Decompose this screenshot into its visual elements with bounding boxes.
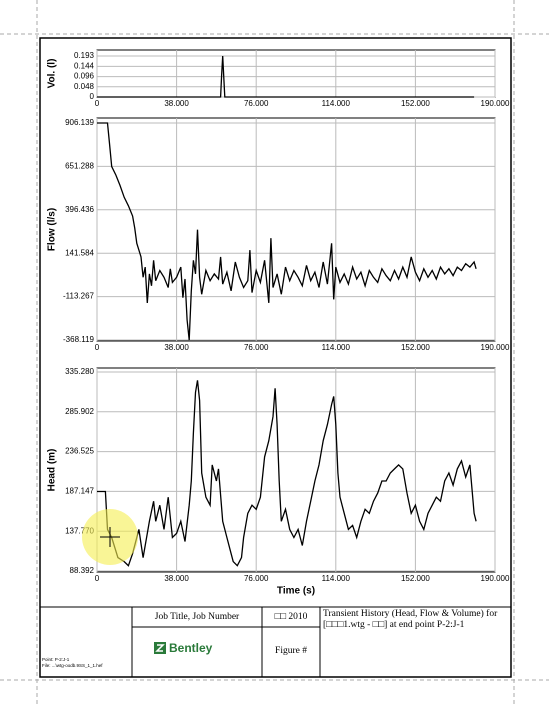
x-tick-label: 38.000 <box>164 574 189 583</box>
x-tick-label: 152.000 <box>401 343 430 352</box>
x-tick-label: 152.000 <box>401 99 430 108</box>
x-tick-label: 76.000 <box>244 343 269 352</box>
y-axis-label: Flow (l/s) <box>47 208 58 251</box>
logo-text: Bentley <box>169 641 213 655</box>
y-tick-label: 0 <box>90 92 95 101</box>
y-tick-label: -113.267 <box>63 292 95 301</box>
y-tick-label: 906.139 <box>65 118 94 127</box>
x-tick-label: 114.000 <box>322 99 351 108</box>
x-axis-label: Time (s) <box>277 586 315 597</box>
data-line <box>97 122 477 341</box>
x-tick-label: 114.000 <box>322 574 351 583</box>
x-tick-label: 114.000 <box>322 343 351 352</box>
x-tick-label: 0 <box>95 574 100 583</box>
y-tick-label: 335.280 <box>65 367 94 376</box>
logo: Bentley <box>154 641 213 655</box>
y-axis-label: Vol. (l) <box>47 59 58 89</box>
y-tick-label: 0.144 <box>74 62 95 71</box>
y-tick-label: 187.147 <box>65 487 94 496</box>
file-label: File: ...\wtg-oodb.9SS_1_1.hef <box>42 663 103 668</box>
title-block <box>40 606 511 677</box>
data-line <box>97 380 477 567</box>
y-tick-label: 0.193 <box>74 51 95 60</box>
x-tick-label: 76.000 <box>244 99 269 108</box>
y-tick-label: 236.525 <box>65 447 94 456</box>
x-tick-label: 76.000 <box>244 574 269 583</box>
description-box: Transient History (Head, Flow & Volume) … <box>323 609 498 630</box>
x-tick-label: 190.000 <box>481 574 510 583</box>
y-tick-label: -368.119 <box>63 335 95 344</box>
x-tick-label: 38.000 <box>164 99 189 108</box>
data-line <box>97 55 475 98</box>
x-tick-label: 190.000 <box>481 343 510 352</box>
y-tick-label: 137.770 <box>65 526 94 535</box>
charts: 0 38.000 76.000 114.000 152.000 190.00000.048… <box>47 49 510 597</box>
y-tick-label: 141.584 <box>65 248 94 257</box>
y-axis-label: Head (m) <box>47 449 58 492</box>
y-tick-label: 651.288 <box>65 162 94 171</box>
y-tick-label: 0.048 <box>74 82 95 91</box>
date: □□ 2010 <box>275 612 308 622</box>
page-frame <box>39 37 512 678</box>
y-tick-label: 396.436 <box>65 205 94 214</box>
description: Transient History (Head, Flow & Volume) … <box>323 609 498 630</box>
figure: Figure # <box>275 646 307 656</box>
highlight <box>82 509 138 565</box>
y-tick-label: 0.096 <box>74 72 95 81</box>
x-tick-label: 38.000 <box>164 343 189 352</box>
x-tick-label: 0 <box>95 99 100 108</box>
point-label: Point: P-2:J-1 <box>42 657 70 662</box>
x-tick-label: 190.000 <box>481 99 510 108</box>
y-tick-label: 285.902 <box>65 407 94 416</box>
x-tick-label: 0 <box>95 343 100 352</box>
x-tick-label: 152.000 <box>401 574 430 583</box>
job-title: Job Title, Job Number <box>155 612 240 622</box>
y-tick-label: 88.392 <box>70 566 95 575</box>
